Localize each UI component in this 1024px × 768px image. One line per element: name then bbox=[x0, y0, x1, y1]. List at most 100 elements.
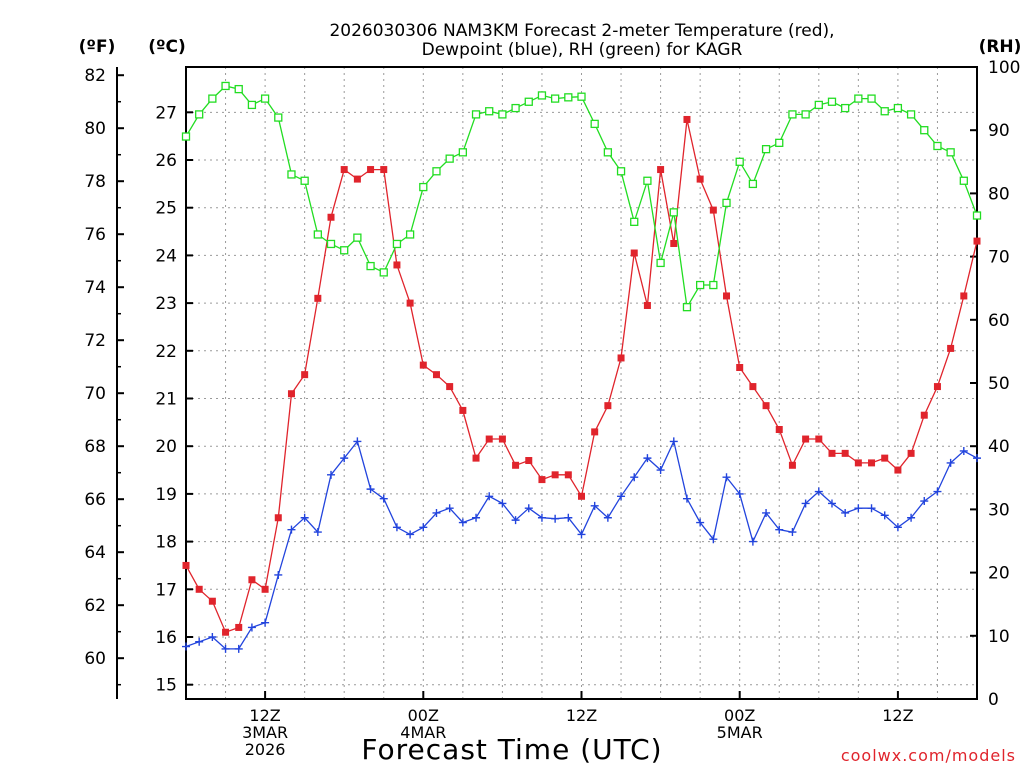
dewpoint-point bbox=[274, 570, 283, 579]
dewpoint-point bbox=[946, 458, 955, 467]
temperature-point bbox=[736, 363, 744, 371]
dewpoint-point bbox=[682, 494, 691, 503]
rh-point bbox=[577, 92, 586, 101]
dewpoint-point bbox=[419, 523, 428, 532]
temperature-point bbox=[222, 628, 230, 636]
rh-tick-label: 50 bbox=[988, 374, 1010, 394]
dewpoint-point bbox=[775, 525, 784, 534]
fahrenheit-tick-label: 68 bbox=[84, 437, 106, 457]
temperature-point bbox=[208, 597, 216, 605]
rh-tick-label: 100 bbox=[988, 58, 1020, 78]
series-temperature bbox=[182, 115, 981, 636]
dewpoint-point bbox=[814, 487, 823, 496]
rh-point bbox=[775, 138, 784, 147]
dewpoint-point bbox=[247, 623, 256, 632]
dewpoint-point bbox=[617, 492, 626, 501]
rh-point bbox=[326, 239, 336, 249]
rh-point bbox=[379, 268, 388, 277]
temperature-point bbox=[340, 166, 348, 174]
rh-tick-label: 20 bbox=[988, 564, 1010, 584]
temperature-point bbox=[314, 294, 322, 302]
rh-point bbox=[432, 167, 441, 176]
rh-point bbox=[761, 145, 771, 154]
fahrenheit-axis-unit: (ºF) bbox=[79, 37, 116, 57]
dewpoint-point bbox=[827, 499, 836, 508]
dewpoint-point bbox=[432, 508, 441, 517]
dewpoint-point bbox=[907, 513, 916, 522]
temperature-point bbox=[907, 449, 915, 457]
rh-point bbox=[287, 170, 296, 179]
temperature-point bbox=[327, 213, 335, 221]
fahrenheit-tick-label: 60 bbox=[84, 649, 106, 669]
chart-title-line-2: Dewpoint (blue), RH (green) for KAGR bbox=[422, 40, 743, 60]
dewpoint-point bbox=[933, 487, 942, 496]
rh-point bbox=[603, 148, 613, 157]
rh-point bbox=[392, 239, 402, 249]
celsius-tick-label: 16 bbox=[155, 628, 177, 648]
x-tick-label: 12Z bbox=[249, 706, 280, 725]
fahrenheit-tick-label: 80 bbox=[84, 119, 106, 139]
rh-point bbox=[300, 176, 309, 185]
temperature-point bbox=[854, 459, 862, 467]
rh-point bbox=[682, 303, 692, 312]
temperature-point bbox=[261, 585, 269, 593]
axes: 60 62 64 66 68 70 72 74 76 78 80 82 15 16 17 18 19 20 21 22… bbox=[84, 58, 1020, 759]
rh-point bbox=[353, 233, 362, 242]
rh-point bbox=[195, 110, 204, 119]
x-tick-label: 00Z bbox=[724, 706, 755, 725]
series-line-dewpoint bbox=[185, 439, 978, 650]
temperature-point bbox=[604, 402, 612, 410]
chart-title-line-1: 2026030306 NAM3KM Forecast 2-meter Tempe… bbox=[329, 21, 834, 41]
dewpoint-point bbox=[880, 511, 889, 520]
dewpoint-point bbox=[340, 454, 349, 463]
temperature-point bbox=[472, 454, 480, 462]
rh-point bbox=[669, 208, 678, 217]
temperature-point bbox=[367, 166, 375, 174]
series-dewpoint bbox=[182, 437, 981, 653]
rh-point bbox=[274, 113, 283, 122]
rh-point bbox=[181, 132, 191, 141]
temperature-point bbox=[498, 435, 506, 443]
dewpoint-point bbox=[313, 528, 322, 537]
credit-text: coolwx.com/models bbox=[841, 746, 1016, 765]
rh-point bbox=[841, 103, 850, 113]
temperature-point bbox=[301, 371, 309, 379]
series-layer bbox=[181, 81, 982, 653]
celsius-tick-label: 17 bbox=[155, 580, 177, 600]
fahrenheit-tick-label: 64 bbox=[84, 543, 106, 563]
rh-point bbox=[630, 217, 639, 226]
temperature-point bbox=[512, 461, 520, 469]
dewpoint-point bbox=[590, 501, 599, 510]
rh-point bbox=[458, 148, 468, 157]
labels: 2026030306 NAM3KM Forecast 2-meter Tempe… bbox=[79, 21, 1022, 766]
rh-point bbox=[867, 94, 876, 103]
x-tick-label: 12Z bbox=[566, 706, 597, 725]
rh-tick-label: 40 bbox=[988, 437, 1010, 457]
dewpoint-point bbox=[577, 530, 586, 539]
temperature-point bbox=[788, 461, 796, 469]
rh-point bbox=[247, 100, 257, 110]
rh-point bbox=[590, 119, 599, 129]
temperature-point bbox=[933, 383, 941, 391]
dewpoint-point bbox=[735, 489, 744, 498]
x-axis-title: Forecast Time (UTC) bbox=[361, 733, 662, 766]
dewpoint-point bbox=[801, 499, 810, 508]
x-tick-label: 00Z bbox=[408, 706, 439, 725]
dewpoint-point bbox=[973, 454, 981, 463]
rh-point bbox=[748, 179, 758, 189]
temperature-point bbox=[643, 301, 651, 309]
temperature-point bbox=[195, 585, 203, 593]
temperature-point bbox=[881, 454, 889, 462]
rh-point bbox=[445, 154, 454, 163]
dewpoint-point bbox=[841, 508, 850, 517]
rh-point bbox=[564, 93, 573, 102]
dewpoint-point bbox=[564, 513, 573, 522]
temperature-point bbox=[248, 576, 256, 584]
celsius-tick-label: 26 bbox=[155, 151, 177, 171]
celsius-tick-label: 20 bbox=[155, 437, 177, 457]
dewpoint-point bbox=[485, 492, 494, 501]
x-tick-label: 4MAR bbox=[400, 723, 446, 742]
dewpoint-point bbox=[696, 518, 705, 527]
rh-point bbox=[972, 211, 982, 220]
